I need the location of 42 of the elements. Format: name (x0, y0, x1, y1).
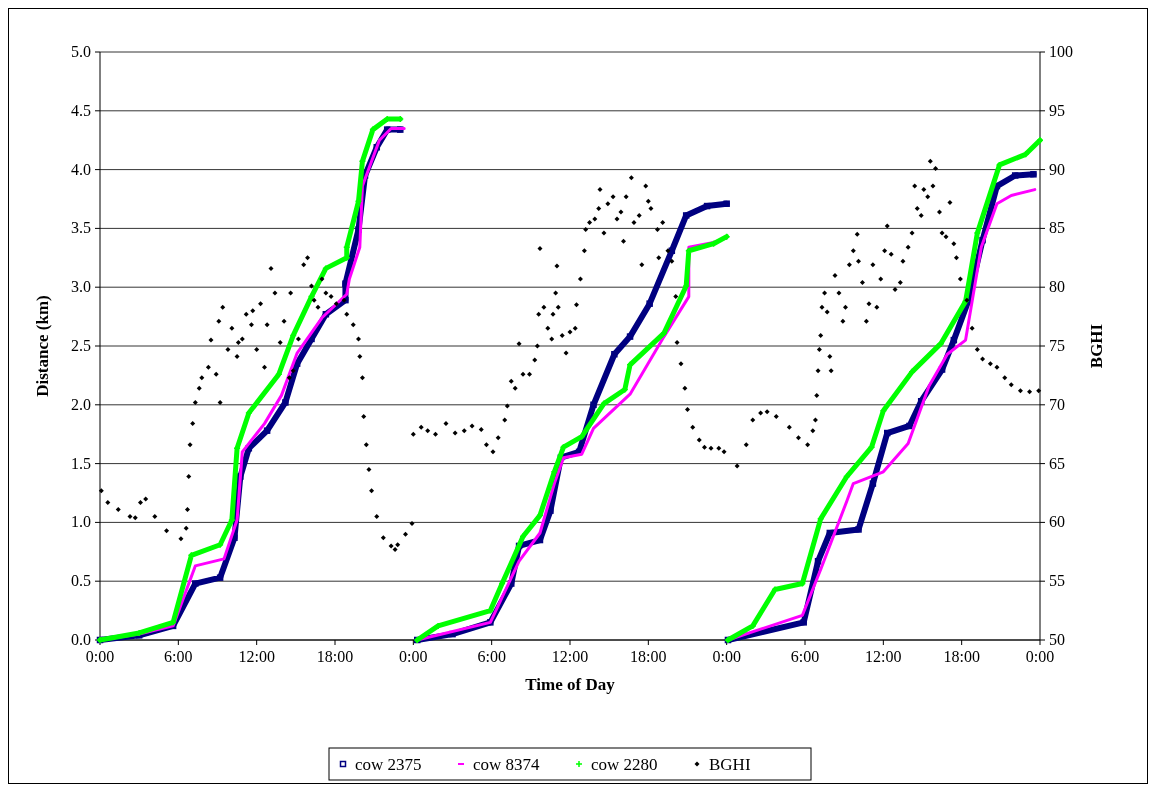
x-tick-label: 6:00 (164, 648, 193, 665)
x-tick-label: 18:00 (316, 648, 354, 665)
y-axis-title: Distance (km) (33, 295, 52, 397)
y-tick-label: 0.0 (71, 631, 91, 648)
x-tick-label: 18:00 (630, 648, 667, 665)
y2-tick-label: 75 (1049, 337, 1065, 354)
y2-tick-label: 55 (1049, 572, 1065, 590)
x-axis-title: Time of Day (525, 675, 616, 694)
y2-axis-title: BGHI (1087, 323, 1106, 369)
x-tick-label: 6:00 (790, 648, 820, 665)
x-tick-label: 12:00 (865, 648, 902, 665)
y-tick-label: 5.0 (71, 43, 91, 60)
y-tick-label: 1.0 (71, 513, 91, 531)
legend-label: BGHI (709, 755, 751, 774)
y2-tick-label: 70 (1049, 395, 1065, 413)
x-tick-label: 0:00 (85, 648, 115, 665)
y2-tick-label: 60 (1049, 513, 1065, 531)
y2-tick-label: 50 (1049, 631, 1065, 648)
x-tick-label: 12:00 (238, 648, 275, 665)
y2-tick-label: 95 (1049, 101, 1065, 119)
y-tick-label: 2.5 (71, 337, 91, 354)
y-tick-label: 0.5 (71, 572, 91, 590)
y2-tick-label: 80 (1049, 278, 1065, 296)
x-tick-label: 18:00 (943, 648, 980, 665)
y-tick-label: 2.0 (71, 395, 91, 413)
x-tick-label: 12:00 (551, 648, 589, 665)
y-tick-label: 3.0 (71, 278, 91, 296)
y2-tick-label: 85 (1049, 219, 1065, 237)
x-tick-label: 0:00 (399, 648, 428, 665)
y-tick-label: 3.5 (71, 219, 91, 237)
y-tick-label: 1.5 (71, 454, 91, 472)
y-tick-label: 4.0 (71, 160, 91, 178)
legend-label: cow 8374 (473, 755, 541, 774)
legend-label: cow 2375 (355, 755, 422, 774)
y2-tick-label: 90 (1049, 160, 1065, 178)
y2-tick-label: 100 (1049, 43, 1073, 60)
x-tick-label: 6:00 (477, 648, 506, 665)
legend-label: cow 2280 (591, 755, 658, 774)
x-tick-label: 0:00 (1025, 648, 1055, 665)
y2-tick-label: 65 (1049, 454, 1065, 472)
x-tick-label: 0:00 (712, 648, 741, 665)
y-tick-label: 4.5 (71, 101, 91, 119)
